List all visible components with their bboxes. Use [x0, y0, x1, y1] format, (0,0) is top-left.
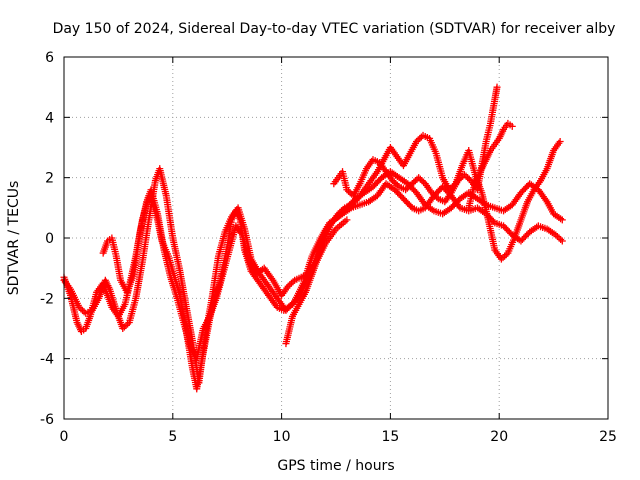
data-point	[553, 232, 561, 240]
series-trace-3	[99, 186, 351, 363]
y-axis-label: SDTVAR / TECUs	[6, 181, 22, 296]
data-point	[499, 254, 507, 262]
data-point	[410, 178, 418, 186]
y-tick-label: -4	[40, 352, 54, 368]
data-point	[407, 202, 415, 210]
data-point	[390, 178, 398, 186]
data-point	[343, 216, 351, 224]
x-tick-label: 15	[381, 429, 399, 445]
data-point	[389, 177, 397, 185]
data-point	[339, 205, 347, 213]
data-point	[557, 236, 565, 244]
data-point	[414, 136, 422, 144]
data-point	[407, 181, 415, 189]
data-point	[124, 320, 132, 328]
data-point	[455, 175, 463, 183]
data-point	[337, 207, 345, 215]
data-point	[343, 186, 351, 194]
x-tick-label: 5	[168, 429, 177, 445]
data-point	[411, 177, 419, 185]
data-point	[428, 189, 436, 197]
data-point	[120, 323, 128, 331]
axis-ticks: 0 5 10 15 20 25 -6 -4 -2 0 2 4 6	[40, 50, 617, 445]
data-point	[286, 281, 294, 289]
data-point	[393, 181, 401, 189]
series-trace-4	[282, 131, 564, 348]
data-point	[403, 184, 411, 192]
data-point	[78, 306, 86, 314]
y-tick-label: -2	[40, 291, 54, 307]
data-point	[350, 198, 358, 206]
data-point	[392, 180, 400, 188]
data-point	[555, 234, 563, 242]
x-tick-label: 20	[490, 429, 508, 445]
data-point	[122, 321, 130, 329]
data-point	[287, 279, 295, 287]
data-point	[413, 137, 421, 145]
data-point	[77, 305, 85, 313]
data-point	[493, 83, 501, 91]
data-point	[416, 134, 424, 142]
data-points	[60, 83, 566, 393]
data-point	[334, 210, 342, 218]
data-point	[501, 252, 509, 260]
data-point	[402, 186, 410, 194]
data-point	[502, 251, 510, 259]
data-point	[347, 201, 355, 209]
data-point	[75, 303, 83, 311]
data-point	[346, 189, 354, 197]
y-tick-label: -6	[40, 412, 54, 428]
data-point	[418, 177, 426, 185]
data-point	[497, 255, 505, 263]
data-point	[284, 282, 292, 290]
data-point	[416, 175, 424, 183]
data-point	[457, 174, 465, 182]
data-point	[289, 278, 297, 286]
x-tick-label: 10	[273, 429, 291, 445]
data-point	[431, 192, 439, 200]
data-point	[508, 122, 516, 130]
chart-title: Day 150 of 2024, Sidereal Day-to-day VTE…	[53, 21, 616, 37]
data-point	[464, 174, 472, 182]
series-trace-1	[60, 180, 566, 393]
data-point	[119, 325, 127, 332]
data-point	[556, 137, 564, 145]
data-point	[462, 172, 470, 180]
data-point	[415, 174, 423, 182]
data-point	[558, 237, 566, 245]
y-tick-label: 0	[45, 231, 54, 247]
series-trace-6	[465, 119, 516, 212]
y-tick-label: 2	[45, 171, 54, 187]
data-point	[289, 299, 297, 307]
data-point	[405, 183, 413, 191]
data-point	[345, 187, 353, 195]
x-tick-label: 0	[60, 429, 69, 445]
data-point	[429, 190, 437, 198]
x-tick-label: 25	[599, 429, 617, 445]
x-axis-label: GPS time / hours	[277, 458, 394, 474]
series-trace-2	[60, 165, 566, 387]
data-point	[336, 208, 344, 216]
data-point	[454, 177, 462, 185]
data-point	[460, 171, 468, 179]
data-point	[552, 231, 560, 239]
data-point	[433, 193, 441, 201]
data-point	[408, 180, 416, 188]
y-tick-label: 4	[45, 110, 54, 126]
data-point	[558, 216, 566, 224]
y-tick-label: 6	[45, 50, 54, 66]
data-point	[349, 199, 357, 207]
